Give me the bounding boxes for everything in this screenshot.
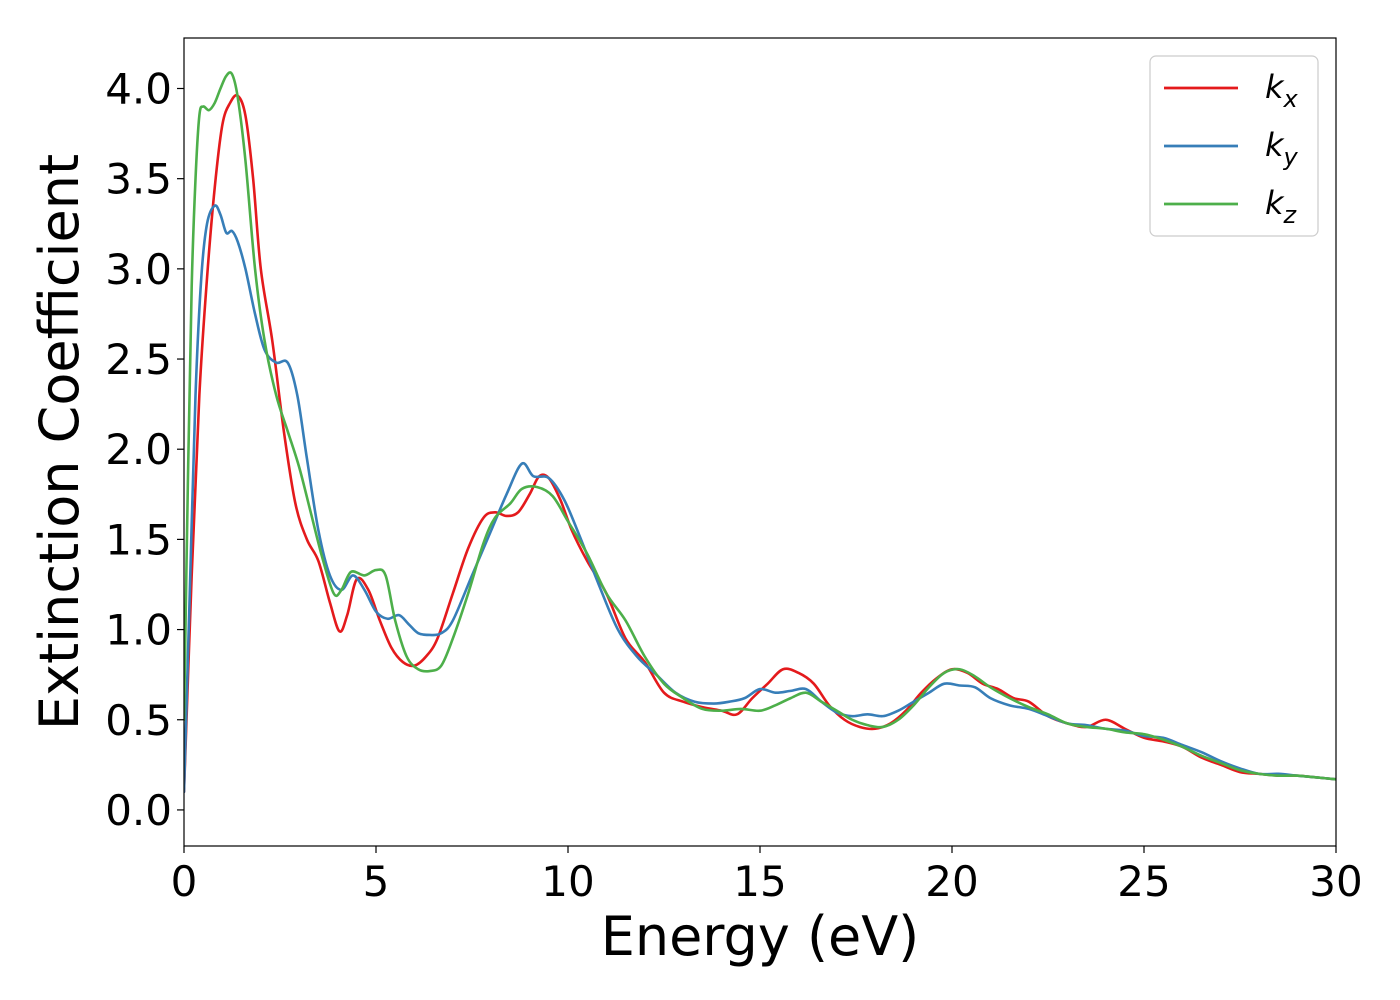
y-tick-label: 0.0 — [105, 786, 172, 835]
y-tick-label: 3.0 — [105, 245, 172, 294]
y-axis-ticks: 0.0 0.5 1.0 1.5 2.0 2.5 3.0 3.5 4.0 — [105, 65, 184, 835]
legend-label-main: k — [1265, 126, 1285, 164]
x-tick-label: 10 — [541, 857, 594, 906]
y-tick-label: 0.5 — [105, 696, 172, 745]
x-tick-label: 15 — [733, 857, 786, 906]
y-tick-label: 1.0 — [105, 606, 172, 655]
series-line-ky — [184, 204, 1336, 794]
legend-label-kz: kz — [1265, 184, 1298, 229]
y-tick-label: 2.5 — [105, 335, 172, 384]
y-tick-label: 2.0 — [105, 425, 172, 474]
y-axis-title: Extinction Coefficient — [28, 154, 91, 730]
x-axis-title: Energy (eV) — [601, 905, 920, 968]
legend-label-kx: kx — [1265, 68, 1299, 113]
legend-label-subscript: y — [1283, 143, 1299, 171]
x-tick-label: 20 — [925, 857, 978, 906]
legend-label-ky: ky — [1265, 126, 1299, 171]
x-axis-ticks: 0 5 10 15 20 25 30 — [171, 846, 1363, 906]
legend-label-main: k — [1265, 68, 1285, 106]
y-tick-label: 3.5 — [105, 155, 172, 204]
y-tick-label: 4.0 — [105, 65, 172, 114]
x-tick-label: 25 — [1117, 857, 1170, 906]
x-tick-label: 30 — [1309, 857, 1362, 906]
series-line-kz — [184, 71, 1336, 781]
x-tick-label: 5 — [363, 857, 390, 906]
legend-label-subscript: x — [1283, 85, 1299, 113]
legend-label-main: k — [1265, 184, 1285, 222]
series-layer — [184, 71, 1336, 794]
x-tick-label: 0 — [171, 857, 198, 906]
y-tick-label: 1.5 — [105, 515, 172, 564]
legend-label-subscript: z — [1283, 201, 1298, 229]
